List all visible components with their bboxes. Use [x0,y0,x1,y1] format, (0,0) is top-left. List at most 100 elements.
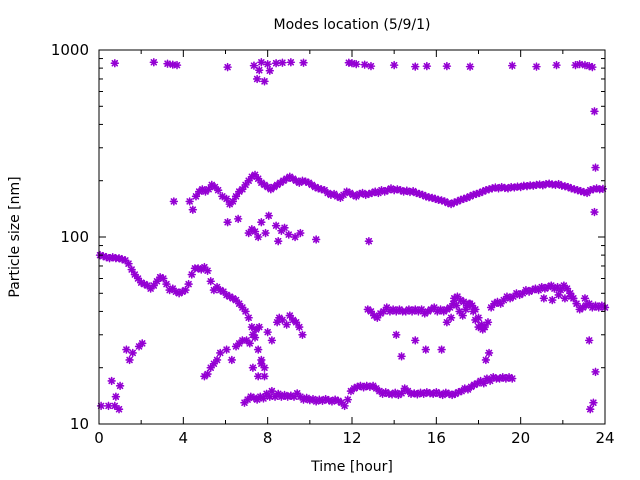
data-point [261,228,270,238]
data-point [233,214,243,224]
data-point [267,336,277,345]
data-point [128,348,137,358]
data-point [247,322,257,332]
data-point [296,228,305,238]
x-tick-label: 20 [511,429,530,447]
data-point [125,355,134,365]
data-point [253,232,263,242]
data-point [481,355,491,365]
data-point [163,59,172,68]
data-point [152,277,162,286]
data-point [452,301,461,310]
data-point [138,339,147,348]
data-point [348,190,358,200]
data-point [590,207,599,217]
y-tick-label: 10 [70,415,89,433]
data-point [227,355,237,365]
data-point [187,270,196,279]
data-point [591,163,600,172]
data-point [111,392,121,401]
data-point [340,401,349,411]
data-point [169,197,179,206]
y-axis: 10 100 1000 [51,41,605,433]
data-point [532,62,541,71]
x-tick-label: 0 [94,429,104,447]
data-point [159,274,168,283]
data-point [213,185,223,195]
data-point [437,345,446,354]
data-point [124,259,133,268]
data-point [244,176,253,185]
data-point [265,66,274,75]
data-point [465,62,475,71]
data-point [241,180,250,190]
data-point [228,197,238,206]
data-point [260,363,269,372]
data-point [422,61,432,71]
data-point [575,59,584,69]
data-point [364,236,374,246]
x-tick-label: 16 [427,429,446,447]
y-tick-label: 1000 [51,41,89,59]
data-point [271,58,281,68]
data-point [244,313,253,322]
data-point [231,295,241,305]
data-point [509,292,518,301]
data-point [274,236,283,246]
y-tick-label: 100 [60,228,89,246]
y-axis-label: Particle size [nm] [7,176,23,297]
data-point [206,277,215,286]
data-point [222,194,231,204]
data-point [223,62,232,72]
data-point [411,62,420,71]
data-point [181,285,190,295]
data-point [486,303,496,312]
data-point [366,61,376,71]
data-point [110,58,120,68]
x-axis-label: Time [hour] [310,459,393,475]
data-point [337,398,346,407]
data-point [115,381,125,391]
x-tick-label: 4 [179,429,189,447]
data-point [278,58,287,67]
data-point [122,345,131,354]
data-point [260,77,269,86]
x-tick-label: 12 [342,429,361,447]
data-point [238,336,247,345]
data-point [249,61,259,70]
data-point [248,363,258,372]
data-point [589,398,598,407]
data-point [271,221,281,230]
data-point [257,355,266,365]
data-point [539,294,549,303]
data-point [284,230,293,239]
data-point [104,401,113,411]
data-point [352,59,361,69]
data-point [299,58,308,67]
data-point [255,65,264,75]
data-point [567,292,576,301]
data-point [149,58,159,67]
data-point [397,352,406,361]
data-point [216,348,225,358]
data-point [241,307,250,316]
data-point [172,60,182,70]
x-tick-label: 8 [263,429,273,447]
data-point [572,299,581,308]
data-point [203,369,212,379]
data-point [223,217,232,227]
data-point [560,294,570,303]
data-point [392,330,401,339]
data-point [484,348,494,358]
data-point [162,279,171,289]
data-point [212,355,222,365]
data-point [203,266,212,275]
data-point [265,392,274,401]
data-point [257,217,266,227]
data-point [114,404,124,414]
data-point [238,303,247,312]
data-point [586,404,595,414]
x-axis: 0 4 8 12 16 20 24 [94,50,615,447]
data-point [290,232,300,242]
data-point [107,376,116,386]
